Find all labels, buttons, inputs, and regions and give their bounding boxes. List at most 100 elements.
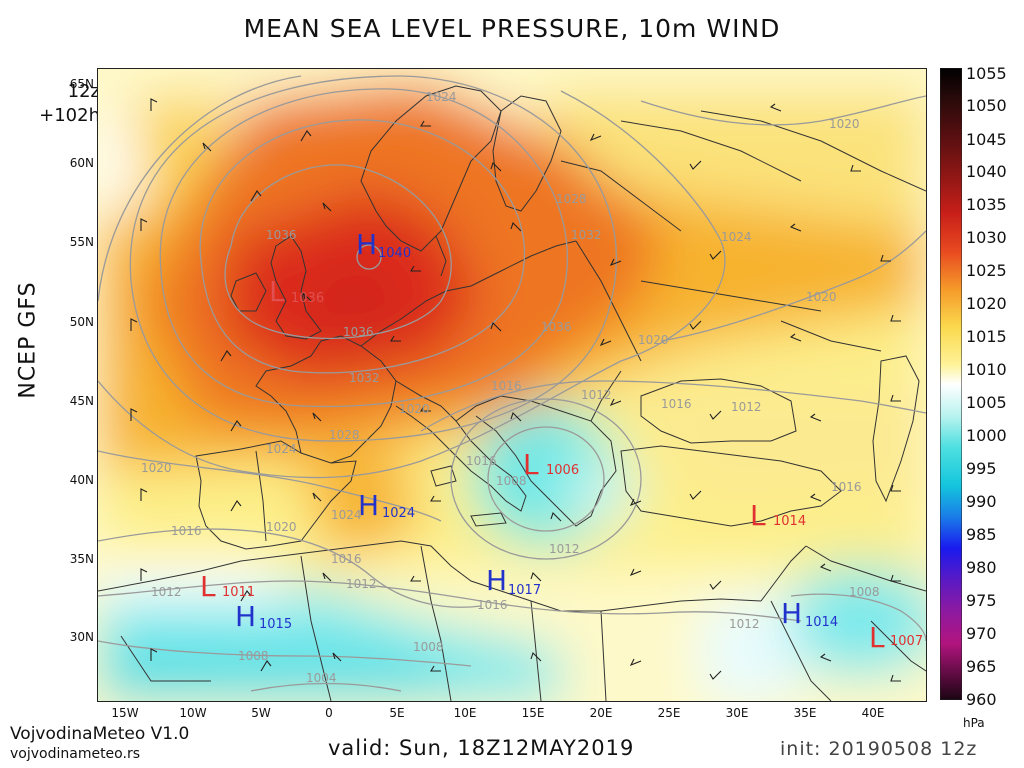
isobar-label: 1008: [496, 474, 527, 488]
center-value: 1015: [259, 617, 292, 632]
colorbar-label: 990: [966, 492, 997, 511]
colorbar-label: 975: [966, 591, 997, 610]
isobar-label: 1008: [413, 640, 444, 654]
lat-label: 30N: [69, 630, 94, 644]
isobar-label: 1016: [477, 598, 508, 612]
isobar-label: 1024: [266, 442, 297, 456]
colorbar-label: 985: [966, 525, 997, 544]
center-value: 1017: [508, 583, 541, 598]
center-letter: H: [356, 228, 377, 261]
isobar-label: 1020: [638, 333, 669, 347]
lon-label: 10W: [179, 706, 207, 720]
map-title: MEAN SEA LEVEL PRESSURE, 10m WIND: [243, 14, 781, 43]
isobars: [98, 75, 926, 692]
center-letter: L: [750, 499, 766, 532]
center-value: 1014: [773, 514, 806, 529]
lat-label: 35N: [69, 552, 94, 566]
center-value: 1040: [378, 246, 411, 261]
colorbar-label: 995: [966, 459, 997, 478]
isobar-label: 1028: [329, 428, 360, 442]
colorbar-label: 1025: [966, 261, 1007, 280]
isobar-label: 1012: [151, 585, 182, 599]
colorbar-unit: hPa: [963, 716, 985, 730]
isobar-label: 1036: [266, 228, 297, 242]
colorbar-label: 1010: [966, 360, 1007, 379]
isobar-label: 1012: [731, 400, 762, 414]
init-time: init: 20190508 12z: [780, 738, 978, 760]
isobar-label: 1024: [426, 90, 457, 104]
colorbar-label: 1055: [966, 64, 1007, 83]
lat-label: 40N: [69, 473, 94, 487]
center-letter: L: [869, 621, 885, 654]
colorbar: [940, 68, 962, 700]
coastlines: [98, 85, 926, 701]
isobar-label: 1016: [466, 454, 497, 468]
center-value: 1014: [805, 615, 838, 630]
center-value: 1036: [291, 291, 324, 306]
isobar-label: 1012: [729, 617, 760, 631]
lon-label: 5W: [251, 706, 271, 720]
colorbar-label: 1000: [966, 426, 1007, 445]
valid-time: valid: Sun, 18Z12MAY2019: [328, 736, 635, 760]
isobar-label: 1036: [343, 325, 374, 339]
isobar-label: 1004: [306, 671, 337, 685]
brand-name: VojvodinaMeteo V1.0: [10, 724, 190, 744]
lat-label: 60N: [69, 156, 94, 170]
isobar-label: 1016: [661, 397, 692, 411]
wind-barbs: [130, 98, 901, 682]
center-value: 1006: [546, 463, 579, 478]
lon-label: 0: [325, 706, 333, 720]
colorbar-label: 960: [966, 690, 997, 709]
center-value: 1011: [222, 585, 255, 600]
pressure-map: 1036 1036 1036 1032 1032 1028 1028 1024 …: [97, 68, 927, 702]
isobar-label: 1016: [831, 480, 862, 494]
pressure-centers: H 1040 L 1036 L 1006 H 1024 L 1014 L 101…: [200, 228, 923, 654]
run-lead: +102h: [39, 105, 100, 126]
lat-label: 65N: [69, 77, 94, 91]
run-info: 12z +102h: [12, 80, 100, 128]
isobar-label: 1008: [849, 585, 880, 599]
lon-label: 20E: [589, 706, 613, 720]
lon-label: 15E: [521, 706, 545, 720]
colorbar-label: 980: [966, 558, 997, 577]
isobar-label: 1024: [331, 508, 362, 522]
model-label: NCEP GFS: [8, 240, 48, 440]
isobar-label: 1020: [806, 290, 837, 304]
colorbar-label: 1045: [966, 130, 1007, 149]
center-letter: H: [486, 564, 507, 597]
colorbar-label: 1040: [966, 162, 1007, 181]
isobar-label: 1008: [238, 649, 269, 663]
isobar-label: 1016: [171, 524, 202, 538]
colorbar-label: 1035: [966, 195, 1007, 214]
isobar-label: 1024: [721, 230, 752, 244]
center-letter: L: [200, 570, 216, 603]
lat-label: 55N: [69, 235, 94, 249]
isobar-label: 1032: [571, 228, 602, 242]
lon-label: 40E: [861, 706, 885, 720]
center-value: 1024: [382, 506, 415, 521]
lon-label: 15W: [111, 706, 139, 720]
isobar-label: 1020: [266, 520, 297, 534]
model-name: NCEP GFS: [15, 281, 41, 399]
colorbar-label: 1005: [966, 393, 1007, 412]
map-canvas: 1036 1036 1036 1032 1032 1028 1028 1024 …: [98, 69, 926, 701]
isobar-label: 1020: [829, 117, 860, 131]
lon-label: 25E: [657, 706, 681, 720]
isobar-label: 1020: [399, 402, 430, 416]
colorbar-label: 1015: [966, 327, 1007, 346]
center-value: 1007: [890, 634, 923, 649]
lon-label: 35E: [793, 706, 817, 720]
lat-label: 45N: [69, 394, 94, 408]
run-hour: 12z: [67, 81, 100, 102]
isobar-label: 1032: [349, 371, 380, 385]
colorbar-label: 965: [966, 657, 997, 676]
colorbar-label: 1020: [966, 294, 1007, 313]
lon-label: 30E: [725, 706, 749, 720]
center-letter: L: [269, 275, 285, 308]
isobar-labels: 1036 1036 1036 1032 1032 1028 1028 1024 …: [141, 90, 880, 685]
isobar-label: 1012: [581, 388, 612, 402]
lat-label: 50N: [69, 315, 94, 329]
isobar-label: 1012: [346, 577, 377, 591]
center-letter: H: [358, 489, 379, 522]
colorbar-label: 1050: [966, 96, 1007, 115]
